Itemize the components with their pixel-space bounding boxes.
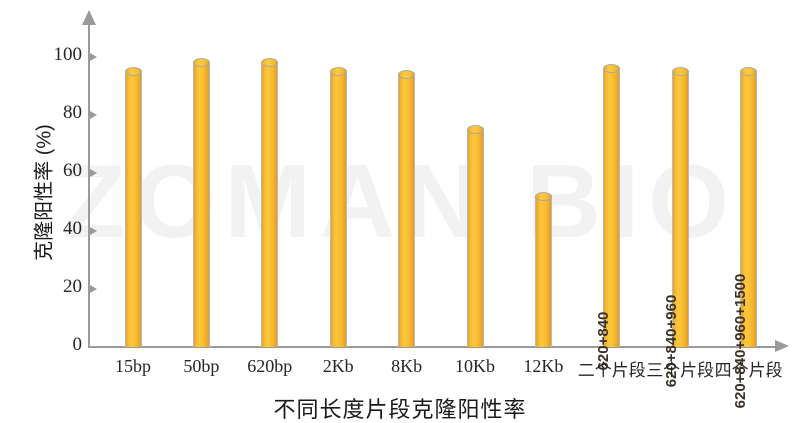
bar[interactable]: 620+840+960+1500 (732, 67, 758, 408)
x-axis-arrow-icon (775, 340, 789, 352)
bar-body (534, 196, 552, 347)
bar[interactable] (466, 125, 484, 347)
bar-inner-label: 620+840+960+1500 (731, 273, 749, 409)
bar-top-ellipse (261, 58, 279, 68)
bar[interactable] (261, 58, 279, 347)
x-axis-tick-label: 8Kb (391, 356, 423, 376)
bar-top-ellipse (603, 64, 621, 74)
x-axis-tick-label: 620bp (247, 356, 293, 376)
bar-top-ellipse (329, 67, 347, 76)
bar-top-ellipse (466, 125, 484, 134)
x-axis-tick-label: 15bp (115, 356, 151, 376)
bar-top-ellipse (534, 191, 552, 201)
bar[interactable] (192, 58, 210, 347)
x-axis-title: 不同长度片段克隆阳性率 (273, 397, 527, 422)
y-axis-arrow-icon (82, 10, 96, 25)
y-axis-tick-label: 20 (63, 276, 82, 297)
x-axis-tick-label: 二个片段 (577, 361, 646, 380)
y-axis-tick-label: 60 (63, 160, 82, 181)
bar-top-ellipse (398, 69, 416, 79)
bar-top-ellipse (671, 67, 689, 76)
y-axis-tick-label: 0 (72, 334, 83, 355)
x-axis-tick-label: 10Kb (455, 356, 495, 376)
y-axis-tick-label: 100 (53, 44, 83, 65)
x-axis-tick-label: 2Kb (322, 356, 354, 376)
y-axis-tick (90, 227, 97, 235)
y-axis-tick (90, 111, 97, 119)
bar-body (398, 74, 416, 347)
bar[interactable] (124, 67, 142, 347)
bar[interactable]: 620+840+960 (663, 67, 689, 387)
y-axis-tick (90, 169, 97, 177)
y-axis-tick (90, 285, 97, 293)
bar-body (740, 71, 758, 347)
bar-body (671, 71, 689, 347)
bar-body (329, 71, 347, 347)
bar-top-ellipse (740, 67, 758, 76)
y-axis-tick-label: 80 (63, 102, 82, 123)
bar-body (261, 62, 279, 347)
x-axis-line (88, 346, 776, 348)
x-axis-tick-label: 四个片段 (714, 361, 783, 380)
x-axis-tick-label: 50bp (183, 356, 220, 376)
x-axis-tick-label: 12Kb (523, 356, 564, 376)
bar[interactable] (398, 69, 416, 347)
x-axis-tick-label: 三个片段 (646, 361, 715, 380)
bar-body (603, 68, 621, 347)
y-axis-tick (90, 53, 97, 61)
bar-top-ellipse (192, 58, 210, 68)
bar-body (192, 62, 210, 347)
bar[interactable]: 620+840 (595, 64, 621, 370)
bar-body (124, 71, 142, 347)
bar[interactable] (534, 191, 552, 347)
bar[interactable] (329, 67, 347, 347)
y-axis-tick-label: 40 (63, 218, 82, 239)
y-axis-line (88, 24, 90, 348)
bar-body (466, 129, 484, 347)
bar-top-ellipse (124, 67, 142, 76)
